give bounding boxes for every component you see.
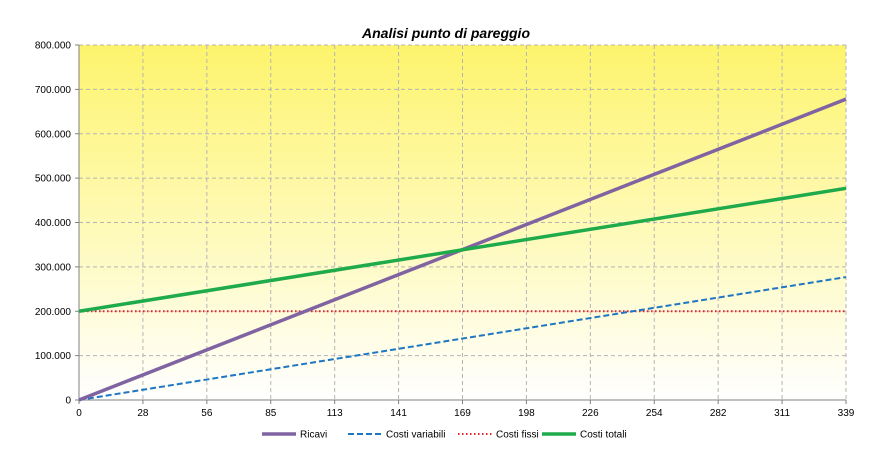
series (78, 97, 847, 402)
axes: 0 100.000 200.000 300.000 400.000 500.000 600.… (35, 41, 855, 420)
x-tick-label: 311 (774, 408, 790, 419)
legend-label-costi-variabili: Costi variabili (386, 430, 445, 441)
chart-title: Analisi punto di pareggio (361, 25, 530, 41)
y-tick-label: 0 (65, 396, 71, 407)
x-tick-label: 85 (265, 408, 277, 419)
x-tick-label: 282 (710, 408, 727, 419)
x-tick-label: 141 (390, 408, 407, 419)
x-tick-label: 0 (76, 408, 82, 419)
x-tick-label: 28 (137, 408, 149, 419)
y-tick-label: 400.000 (35, 218, 72, 229)
x-tick-label: 254 (646, 408, 663, 419)
y-tick-label: 700.000 (35, 85, 72, 96)
y-tick-label: 100.000 (35, 351, 72, 362)
x-tick-label: 339 (838, 408, 855, 419)
x-tick-label: 56 (201, 408, 213, 419)
x-tick-label: 169 (454, 408, 471, 419)
x-tick-label: 198 (518, 408, 535, 419)
legend-label-ricavi: Ricavi (300, 430, 327, 441)
series-line-costi-variabili (78, 276, 847, 401)
series-line-costi-totali (78, 186, 847, 313)
y-tick-label: 600.000 (35, 129, 72, 140)
x-tick-label: 113 (327, 408, 343, 419)
y-tick-label: 200.000 (35, 307, 72, 318)
x-tick-label: 226 (582, 408, 599, 419)
legend-label-costi-fissi: Costi fissi (496, 430, 539, 441)
y-tick-label: 800.000 (35, 41, 72, 52)
grid (79, 44, 847, 400)
y-tick-label: 500.000 (35, 174, 72, 185)
y-tick-label: 300.000 (35, 262, 72, 273)
legend-label-costi-totali: Costi totali (580, 430, 627, 441)
legend: Ricavi Costi variabili Costi fissi Costi to… (262, 430, 627, 441)
